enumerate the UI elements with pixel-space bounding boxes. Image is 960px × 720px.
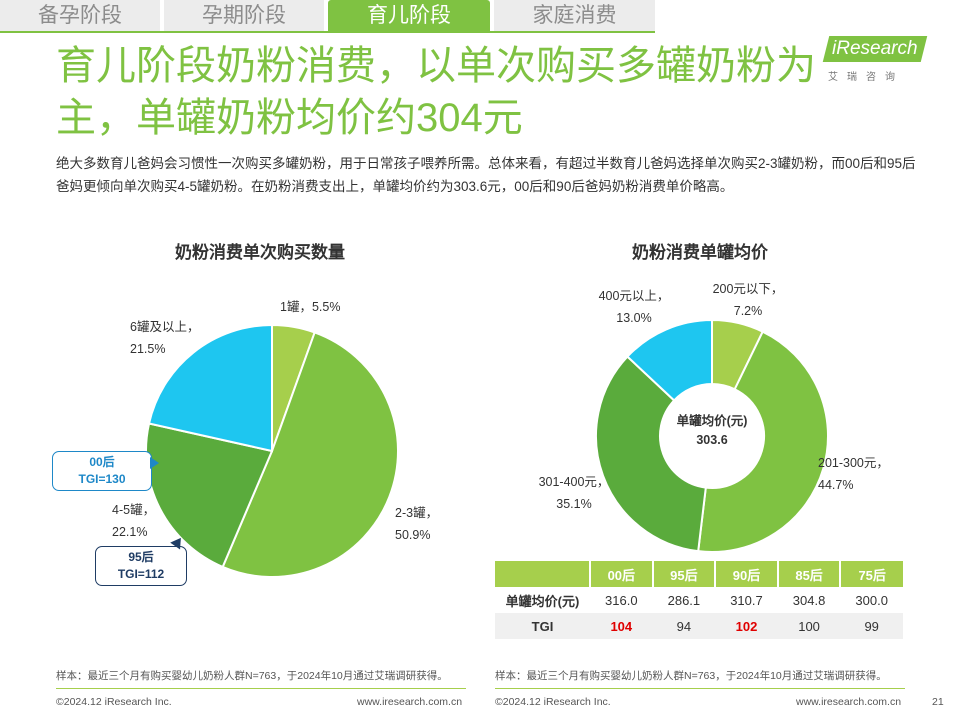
slice-value-label: 35.1% xyxy=(556,497,591,511)
callout-00s-tgi: 00后 TGI=130 xyxy=(52,451,152,491)
footer-url-left: www.iresearch.com.cn xyxy=(357,696,463,708)
slice-301-400元 xyxy=(595,355,707,553)
table-header-cell: 75后 xyxy=(839,561,903,587)
table-cell: 94 xyxy=(652,613,716,639)
logo-text: iResearch xyxy=(832,38,918,59)
logo-cn-text: 艾瑞咨询 xyxy=(828,72,904,83)
stage-tabs: 备孕阶段 孕期阶段 育儿阶段 家庭消费 xyxy=(0,0,655,33)
table-cell: 310.7 xyxy=(730,592,763,608)
slice-value-label: 50.9% xyxy=(395,528,430,542)
tab-family-consumption[interactable]: 家庭消费 xyxy=(494,0,655,32)
slice-value-label: 13.0% xyxy=(616,311,651,325)
callout-95s-group: 95后 xyxy=(128,550,154,564)
table-cell-highlight: 102 xyxy=(715,613,778,639)
table-cell: 300.0 xyxy=(855,592,888,608)
table-cell: 304.8 xyxy=(792,592,826,608)
callout-00s-value: TGI=130 xyxy=(78,472,126,486)
footer-divider-left xyxy=(56,688,466,689)
unit-price-donut-chart: 200元以下， 7.2% 201-300元， 44.7% 301-400元， 35.1% 4… xyxy=(539,282,889,553)
callout-95s-value: TGI=112 xyxy=(117,567,165,581)
slice-400元以上 xyxy=(626,318,713,402)
slice-2-3罐 xyxy=(221,331,399,578)
page-number: 21 xyxy=(932,696,944,708)
table-cell: 100 xyxy=(777,613,841,639)
slice-201-300元 xyxy=(697,330,829,553)
iresearch-logo: iResearch 艾瑞咨询 xyxy=(822,32,936,84)
slice-label: 2-3罐， xyxy=(395,506,438,520)
donut-chart-title: 奶粉消费单罐均价 xyxy=(632,243,768,262)
table-header-cell: 95后 xyxy=(651,561,716,587)
slice-label: 6罐及以上， xyxy=(130,320,199,334)
slice-6罐及以上 xyxy=(147,323,273,453)
slice-value-label: 22.1% xyxy=(112,525,147,539)
donut-center-label: 单罐均价(元) xyxy=(677,413,748,428)
page-description: 绝大多数育儿爸妈会习惯性一次购买多罐奶粉，用于日常孩子喂养所需。总体来看，有超过… xyxy=(56,156,916,194)
callout-95s-tgi: 95后 TGI=112 xyxy=(95,546,187,586)
callout-00s-pointer xyxy=(150,457,159,469)
tab-parenting[interactable]: 育儿阶段 xyxy=(328,0,490,32)
table-cell: 316.0 xyxy=(605,592,638,608)
pie-chart-title: 奶粉消费单次购买数量 xyxy=(175,243,345,262)
slice-value-label: 44.7% xyxy=(818,478,853,492)
slice-value-label: 7.2% xyxy=(734,304,763,318)
slice-label: 201-300元， xyxy=(818,456,889,470)
slice-label: 200元以下， xyxy=(713,282,784,296)
slice-value-label: 21.5% xyxy=(130,342,165,356)
donut-center-value: 303.6 xyxy=(696,433,727,447)
footer-divider-right xyxy=(495,688,905,689)
table-cell: 99 xyxy=(840,613,903,639)
table-header-cell: 00后 xyxy=(589,561,653,587)
table-row-tgi: TGI 104 94 102 100 99 xyxy=(495,613,903,639)
footer-copyright-left: ©2024.12 iResearch Inc. xyxy=(56,696,172,708)
footnote-left: 样本：最近三个月有购买婴幼儿奶粉人群N=763，于2024年10月通过艾瑞调研获… xyxy=(56,670,448,682)
footnote-right: 样本：最近三个月有购买婴幼儿奶粉人群N=763，于2024年10月通过艾瑞调研获… xyxy=(495,670,887,682)
slice-label: 400元以上， xyxy=(599,289,670,303)
slice-label: 1罐，5.5% xyxy=(280,300,340,314)
table-header-corner xyxy=(495,561,590,587)
table-header-row: 00后 95后 90后 85后 75后 xyxy=(495,561,903,587)
page-title: 育儿阶段奶粉消费，以单次购买多罐奶粉为主，单罐奶粉均价约304元 xyxy=(56,44,816,140)
purchase-quantity-pie-chart: 1罐，5.5% 2-3罐， 50.9% 4-5罐， 22.1% 6罐及以上， 21.5% xyxy=(112,300,438,578)
slice-4-5罐 xyxy=(145,422,274,569)
generation-price-table: 00后 95后 90后 85后 75后 单罐均价(元) 316.0 286.1 … xyxy=(495,561,903,639)
slice-label: 301-400元， xyxy=(539,475,610,489)
footer-copyright-right: ©2024.12 iResearch Inc. xyxy=(495,696,611,708)
table-row-label: TGI xyxy=(495,613,590,639)
tab-preparation[interactable]: 备孕阶段 xyxy=(0,0,160,32)
table-header-cell: 90后 xyxy=(714,561,778,587)
table-row-label: 单罐均价(元) xyxy=(505,593,580,609)
table-header-cell: 85后 xyxy=(776,561,841,587)
table-row-price: 单罐均价(元) 316.0 286.1 310.7 304.8 300.0 xyxy=(495,587,903,613)
slice-label: 4-5罐， xyxy=(112,503,155,517)
footer-url-right: www.iresearch.com.cn xyxy=(796,696,902,708)
callout-00s-group: 00后 xyxy=(89,455,115,469)
tab-underline xyxy=(0,31,655,33)
table-cell: 286.1 xyxy=(667,592,701,608)
table-cell-highlight: 104 xyxy=(590,613,653,639)
tab-pregnancy[interactable]: 孕期阶段 xyxy=(164,0,324,32)
